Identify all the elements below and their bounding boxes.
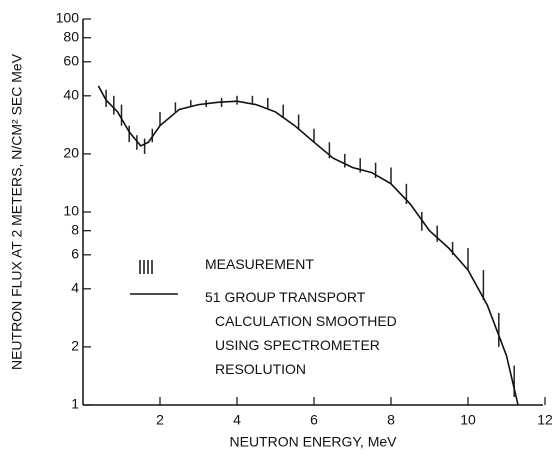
y-tick-label: 8 <box>71 221 79 237</box>
y-tick-label: 60 <box>63 53 79 69</box>
y-tick-label: 100 <box>56 10 80 26</box>
x-tick-label: 12 <box>537 412 553 428</box>
y-tick-label: 2 <box>71 338 79 354</box>
y-tick-label: 6 <box>71 246 79 262</box>
calculation-line <box>97 85 519 406</box>
x-tick-label: 4 <box>233 412 241 428</box>
legend-errorbar-glyph <box>139 260 153 274</box>
legend-label: 51 GROUP TRANSPORT CALCULATION SMOOTHED … <box>205 289 397 377</box>
x-tick-label: 2 <box>156 412 164 428</box>
y-tick-label: 80 <box>63 28 79 44</box>
y-tick-label: 4 <box>71 280 79 296</box>
y-tick-label: 1 <box>71 396 79 412</box>
x-tick-label: 10 <box>460 412 476 428</box>
x-tick-label: 6 <box>310 412 318 428</box>
legend-label: MEASUREMENT <box>205 256 314 272</box>
y-axis-label: NEUTRON FLUX AT 2 METERS, N/CM² SEC MeV <box>9 53 25 370</box>
y-tick-label: 10 <box>63 203 79 219</box>
y-tick-label: 40 <box>63 87 79 103</box>
y-tick-label: 20 <box>63 145 79 161</box>
x-tick-label: 8 <box>387 412 395 428</box>
x-axis-label: NEUTRON ENERGY, MeV <box>230 434 398 450</box>
